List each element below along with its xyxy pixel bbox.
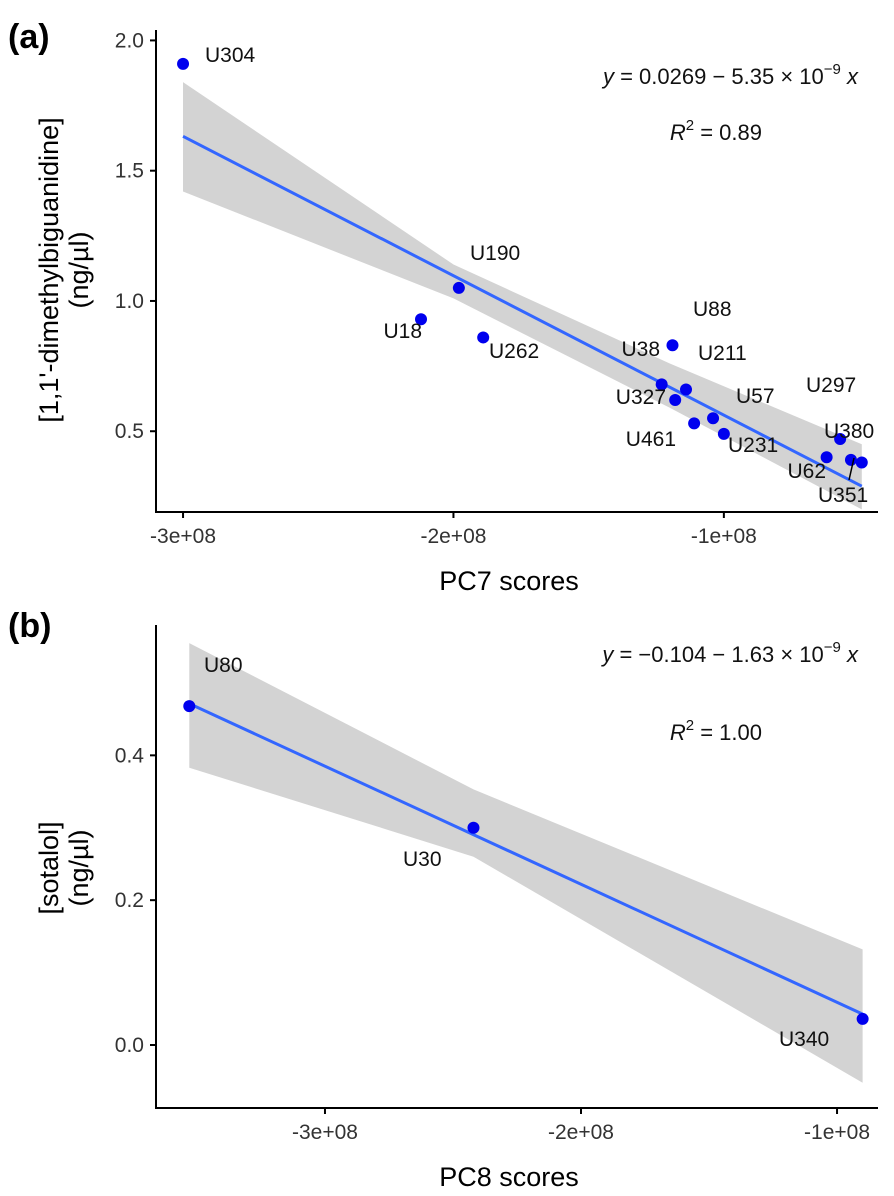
x-tick-label: -3e+08	[292, 1121, 358, 1144]
equation-exponent: −9	[824, 639, 841, 656]
panel-label: (b)	[8, 607, 51, 645]
data-point	[717, 427, 730, 440]
data-point	[467, 821, 480, 834]
point-label: U18	[383, 320, 422, 343]
equation-x-symbol: x	[841, 64, 859, 89]
point-label: U297	[806, 374, 856, 397]
panel-a: (a) U304 U190 U18 U262 U88 U38 U211 U327 U57 U461…	[8, 18, 878, 596]
regression-equation: y = 0.0269 − 5.35 × 10−9 x	[601, 61, 859, 89]
y-axis-title: [1,1'-dimethylbiguanidine](ng/µl)	[34, 117, 94, 422]
y-tick-label: 2.0	[115, 29, 144, 52]
data-point	[669, 393, 682, 406]
data-point	[820, 451, 833, 464]
equation-x-symbol: x	[841, 642, 859, 667]
point-label: U351	[818, 484, 868, 507]
point-label: U57	[736, 385, 775, 408]
x-tick-label: -1e+08	[691, 525, 757, 548]
x-tick-label: -2e+08	[548, 1121, 614, 1144]
x-tick-label: -2e+08	[420, 525, 486, 548]
data-point	[856, 1012, 869, 1025]
y-axis-title: [sotalol](ng/µl)	[34, 821, 94, 914]
label-leader-line	[848, 457, 855, 481]
data-point	[415, 313, 428, 326]
point-label: U30	[403, 848, 442, 871]
confidence-band	[183, 82, 862, 510]
r-squared-value: = 0.89	[694, 120, 762, 145]
data-point	[707, 412, 720, 425]
point-label: U88	[693, 298, 732, 321]
data-point	[680, 383, 693, 396]
data-point	[666, 339, 679, 352]
x-axis-title: PC8 scores	[439, 1162, 579, 1192]
data-point	[834, 433, 847, 446]
r-squared: R2 = 0.89	[670, 117, 762, 145]
r-squared-symbol: R	[670, 120, 686, 145]
point-label: U231	[728, 434, 778, 457]
regression-equation: y = −0.104 − 1.63 × 10−9 x	[600, 639, 859, 667]
point-label: U380	[824, 420, 874, 443]
data-point	[183, 700, 196, 713]
equation-y-symbol: y	[601, 64, 616, 89]
y-tick-label: 0.2	[115, 889, 144, 912]
x-tick-label: -1e+08	[804, 1121, 870, 1144]
y-tick-label: 0.4	[115, 744, 145, 767]
y-axis-title-line-1: [sotalol]	[34, 821, 64, 914]
data-point	[177, 57, 190, 70]
data-point	[477, 331, 490, 344]
point-label: U211	[698, 342, 747, 365]
data-point	[844, 453, 857, 466]
point-label: U62	[787, 460, 826, 483]
equation-rhs: = 0.0269 − 5.35 × 10	[614, 64, 824, 89]
r-squared-exponent: 2	[686, 717, 694, 734]
y-tick-label: 0.0	[115, 1034, 144, 1057]
y-axis-title-line-1: [1,1'-dimethylbiguanidine]	[34, 117, 64, 422]
point-label: U461	[626, 428, 676, 451]
point-label: U340	[779, 1028, 829, 1051]
point-label: U304	[205, 44, 256, 67]
point-label: U38	[621, 338, 660, 361]
data-point	[688, 417, 701, 430]
panel-b: (b) U80 U30 U340 0.0 0.2 0.4 -3e+08 -2e+08 -1e+…	[8, 607, 878, 1192]
y-tick-label: 1.0	[115, 290, 144, 313]
r-squared-value: = 1.00	[694, 720, 762, 745]
data-point	[855, 456, 868, 469]
regression-line	[188, 702, 864, 1016]
x-tick-label: -3e+08	[150, 525, 216, 548]
point-label: U80	[204, 654, 243, 677]
y-axis-title-line-2: (ng/µl)	[64, 231, 94, 308]
data-point	[452, 281, 465, 294]
r-squared-symbol: R	[670, 720, 686, 745]
equation-y-symbol: y	[600, 642, 615, 667]
y-axis-title-line-2: (ng/µl)	[64, 829, 94, 906]
r-squared: R2 = 1.00	[670, 717, 762, 745]
x-axis-title: PC7 scores	[439, 566, 579, 596]
y-tick-label: 1.5	[115, 160, 144, 183]
data-point	[655, 378, 668, 391]
equation-exponent: −9	[824, 61, 841, 78]
y-tick-label: 0.5	[115, 420, 144, 443]
panel-label: (a)	[8, 18, 50, 56]
point-label: U190	[470, 242, 520, 265]
point-label: U262	[489, 340, 539, 363]
confidence-band	[189, 643, 863, 1083]
point-label: U327	[616, 386, 666, 409]
equation-rhs: = −0.104 − 1.63 × 10	[613, 642, 823, 667]
regression-line	[182, 134, 863, 488]
r-squared-exponent: 2	[686, 117, 694, 134]
